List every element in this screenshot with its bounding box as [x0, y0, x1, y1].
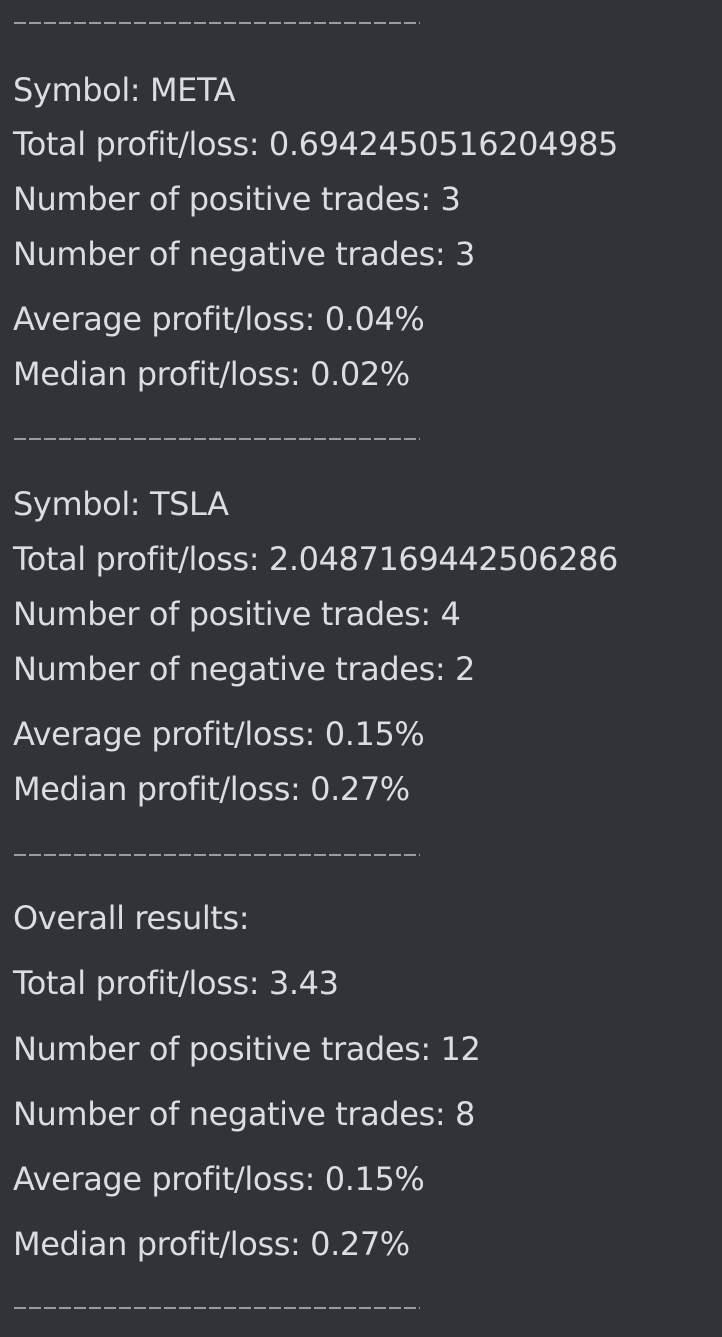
tsla-positive-trades: Number of positive trades: 4 — [13, 595, 461, 633]
meta-positive-trades: Number of positive trades: 3 — [13, 180, 461, 218]
overall-negative-trades: Number of negative trades: 8 — [13, 1095, 475, 1133]
separator-line — [14, 1307, 420, 1309]
tsla-negative-trades: Number of negative trades: 2 — [13, 650, 475, 688]
separator-line — [14, 438, 420, 440]
tsla-total-profit-loss: Total profit/loss: 2.0487169442506286 — [13, 540, 618, 578]
overall-positive-trades: Number of positive trades: 12 — [13, 1030, 481, 1068]
overall-median-profit-loss: Median profit/loss: 0.27% — [13, 1225, 410, 1263]
separator-line — [14, 854, 420, 856]
meta-negative-trades: Number of negative trades: 3 — [13, 235, 475, 273]
meta-median-profit-loss: Median profit/loss: 0.02% — [13, 355, 410, 393]
overall-average-profit-loss: Average profit/loss: 0.15% — [13, 1160, 425, 1198]
tsla-median-profit-loss: Median profit/loss: 0.27% — [13, 770, 410, 808]
overall-total-profit-loss: Total profit/loss: 3.43 — [13, 964, 339, 1002]
tsla-average-profit-loss: Average profit/loss: 0.15% — [13, 715, 425, 753]
overall-heading: Overall results: — [13, 899, 250, 937]
separator-line — [14, 22, 420, 24]
meta-average-profit-loss: Average profit/loss: 0.04% — [13, 300, 425, 338]
tsla-symbol: Symbol: TSLA — [13, 485, 229, 523]
meta-symbol: Symbol: META — [13, 71, 236, 109]
meta-total-profit-loss: Total profit/loss: 0.6942450516204985 — [13, 125, 618, 163]
